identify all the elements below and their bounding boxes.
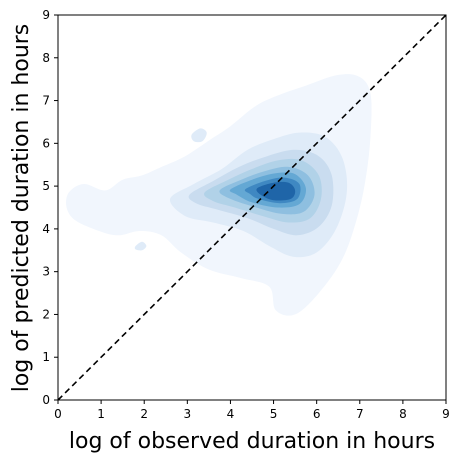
y-tick-label: 3: [42, 265, 50, 279]
x-tick-label: 5: [270, 407, 278, 421]
y-tick-label: 9: [42, 8, 50, 22]
identity-dashed-line: [57, 14, 447, 401]
x-tick-label: 4: [227, 407, 235, 421]
y-tick-label: 6: [42, 136, 50, 150]
x-tick-label: 2: [140, 407, 148, 421]
density-blob-1: [191, 128, 207, 143]
plot-frame: [57, 14, 447, 401]
y-tick-label: 1: [42, 350, 50, 364]
y-axis-ticks: 0 1 2 3 4 5 6 7 8 9: [42, 8, 58, 407]
y-tick-label: 5: [42, 179, 50, 193]
y-tick-label: 8: [42, 51, 50, 65]
density-blob-2: [134, 241, 147, 251]
y-axis-label: log of predicted duration in hours: [9, 24, 34, 393]
x-tick-label: 3: [184, 407, 192, 421]
x-tick-label: 9: [442, 407, 450, 421]
x-axis-label: log of observed duration in hours: [69, 429, 435, 454]
plot-area: [57, 14, 447, 401]
y-tick-label: 7: [42, 94, 50, 108]
x-tick-label: 0: [54, 407, 62, 421]
x-tick-label: 6: [313, 407, 321, 421]
y-tick-label: 4: [42, 222, 50, 236]
density-level-8: [256, 181, 296, 201]
x-tick-label: 7: [356, 407, 364, 421]
y-tick-label: 0: [42, 393, 50, 407]
y-tick-label: 2: [42, 307, 50, 321]
x-tick-label: 8: [399, 407, 407, 421]
x-axis-ticks: 0 1 2 3 4 5 6 7 8 9: [54, 400, 450, 421]
density-contours: [66, 74, 372, 316]
x-tick-label: 1: [97, 407, 105, 421]
